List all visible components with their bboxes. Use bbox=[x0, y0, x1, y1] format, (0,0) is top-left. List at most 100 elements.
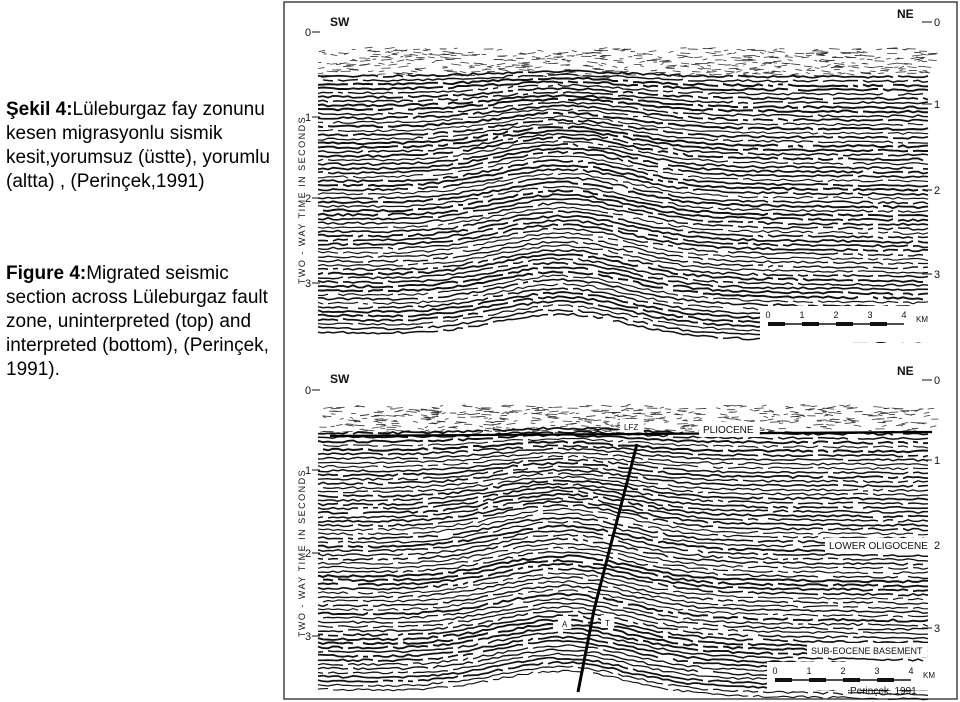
scale-tick-label: 0 bbox=[772, 666, 777, 676]
noise bbox=[374, 418, 384, 420]
time-tick-label: 3 bbox=[934, 269, 940, 281]
noise bbox=[824, 413, 834, 416]
noise bbox=[537, 49, 544, 52]
noise bbox=[391, 420, 399, 423]
noise bbox=[416, 67, 426, 70]
reflector bbox=[317, 444, 929, 458]
noise bbox=[413, 51, 422, 54]
noise bbox=[379, 427, 386, 429]
scale-tick-label: 2 bbox=[840, 666, 845, 676]
reflector bbox=[317, 231, 929, 262]
noise bbox=[731, 57, 742, 59]
noise bbox=[344, 424, 354, 427]
noise bbox=[676, 54, 688, 57]
reflector bbox=[317, 159, 929, 188]
noise bbox=[871, 418, 881, 420]
noise bbox=[442, 50, 454, 54]
reflector bbox=[317, 589, 929, 618]
noise bbox=[531, 430, 541, 433]
noise bbox=[560, 425, 568, 428]
noise bbox=[682, 55, 694, 59]
reflector bbox=[317, 546, 929, 575]
time-tick-label: 1 bbox=[305, 112, 311, 124]
seismic-sections bbox=[317, 46, 939, 701]
noise bbox=[400, 55, 404, 58]
reflector bbox=[317, 150, 929, 179]
reflector bbox=[317, 485, 928, 510]
noise bbox=[923, 414, 931, 417]
noise bbox=[680, 52, 691, 55]
noise bbox=[475, 409, 483, 412]
noise bbox=[708, 73, 713, 76]
noise bbox=[620, 405, 629, 408]
noise bbox=[742, 64, 746, 66]
reflector bbox=[322, 188, 929, 218]
noise bbox=[700, 65, 704, 69]
noise bbox=[697, 67, 703, 70]
noise bbox=[712, 54, 724, 57]
noise bbox=[831, 412, 842, 415]
noise bbox=[800, 404, 806, 406]
noise bbox=[546, 73, 555, 75]
noise bbox=[578, 417, 587, 420]
time-tick-label: 1 bbox=[934, 99, 940, 111]
noise bbox=[691, 63, 701, 66]
noise bbox=[791, 73, 799, 75]
noise bbox=[698, 417, 703, 420]
reflector bbox=[317, 115, 929, 135]
noise bbox=[518, 69, 530, 72]
noise bbox=[735, 71, 741, 73]
noise bbox=[517, 62, 529, 65]
noise bbox=[470, 71, 481, 73]
noise bbox=[923, 66, 932, 68]
noise bbox=[613, 59, 623, 62]
reflector bbox=[317, 168, 929, 196]
noise bbox=[417, 427, 424, 430]
scale-tick-label: 2 bbox=[833, 310, 838, 320]
caption-text: Lüleburgaz fay zonunu kesen migrasyonlu … bbox=[6, 99, 270, 192]
reflector bbox=[317, 533, 929, 562]
noise bbox=[598, 64, 603, 67]
noise bbox=[718, 416, 729, 418]
noise bbox=[364, 46, 373, 49]
noise bbox=[643, 427, 655, 430]
noise bbox=[666, 64, 677, 67]
reflector bbox=[317, 592, 929, 623]
reflector bbox=[322, 440, 929, 454]
noise bbox=[754, 407, 764, 409]
noise bbox=[705, 51, 717, 55]
noise bbox=[726, 404, 734, 407]
noise bbox=[801, 56, 810, 59]
noise bbox=[919, 71, 930, 74]
noise bbox=[335, 63, 341, 66]
noise bbox=[600, 58, 608, 60]
noise bbox=[654, 71, 665, 74]
noise bbox=[819, 58, 824, 61]
noise bbox=[378, 62, 385, 65]
reflector bbox=[317, 210, 929, 240]
scale-tick-label: 3 bbox=[867, 310, 872, 320]
reflector bbox=[317, 507, 929, 536]
label-box bbox=[558, 616, 572, 629]
noise bbox=[822, 411, 827, 413]
noise bbox=[915, 56, 925, 59]
noise bbox=[895, 424, 905, 427]
noise bbox=[910, 421, 921, 424]
noise bbox=[390, 61, 394, 64]
noise bbox=[735, 418, 742, 421]
reflector bbox=[317, 214, 929, 244]
noise bbox=[565, 422, 576, 426]
noise bbox=[789, 421, 799, 424]
noise bbox=[584, 418, 595, 421]
noise bbox=[752, 72, 758, 75]
noise bbox=[749, 409, 754, 411]
noise bbox=[672, 70, 681, 73]
reflector bbox=[317, 201, 929, 231]
reflector bbox=[317, 132, 929, 157]
noise bbox=[322, 415, 332, 417]
noise bbox=[833, 62, 845, 66]
noise bbox=[519, 52, 527, 55]
noise bbox=[587, 421, 592, 424]
noise bbox=[736, 48, 746, 52]
